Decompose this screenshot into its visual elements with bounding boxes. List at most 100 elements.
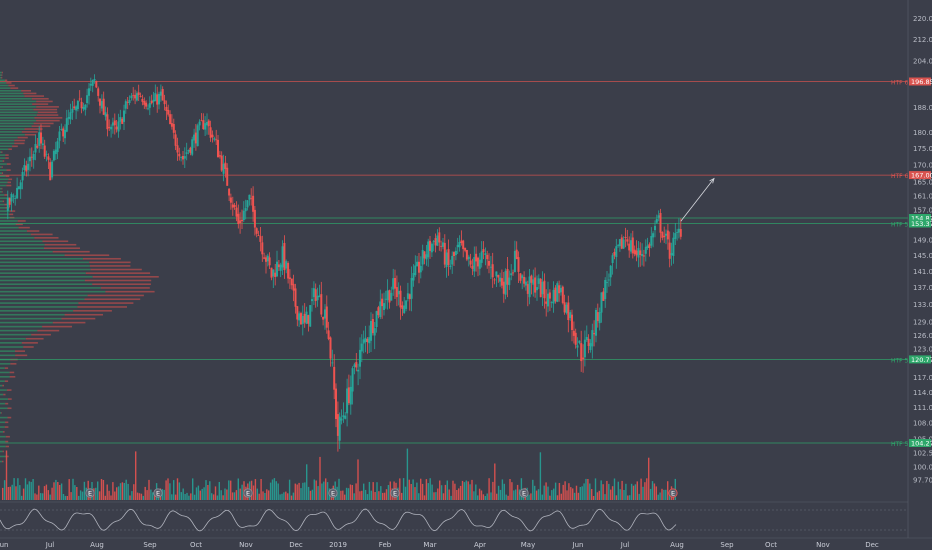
candle-body bbox=[132, 95, 135, 97]
candle-body bbox=[207, 120, 210, 127]
date-axis[interactable]: Jun Jul Aug Sep Oct Nov Dec 2019 Feb Mar Apr May Jun… bbox=[0, 537, 932, 549]
volume-profile-bar-up bbox=[0, 203, 5, 206]
volume-bar bbox=[545, 482, 547, 500]
volume-bar bbox=[619, 489, 621, 500]
candle-body bbox=[589, 343, 592, 350]
volume-profile-bar-down bbox=[6, 163, 11, 165]
candle-body bbox=[406, 293, 409, 299]
volume-bar bbox=[21, 495, 23, 500]
volume-bar bbox=[83, 481, 86, 500]
candle-body bbox=[403, 305, 406, 314]
volume-bar bbox=[579, 487, 581, 500]
volume-bar bbox=[556, 495, 559, 500]
volume-profile-bar-up bbox=[0, 363, 11, 365]
candle-body bbox=[537, 278, 540, 284]
volume-bar bbox=[435, 492, 437, 500]
date-tick-label: Apr bbox=[474, 541, 486, 549]
volume-bar bbox=[494, 463, 496, 500]
candle-body bbox=[300, 313, 302, 325]
volume-profile-bar-up bbox=[0, 220, 18, 222]
volume-bar bbox=[269, 482, 272, 500]
candle-body bbox=[45, 153, 48, 155]
candle-body bbox=[607, 279, 610, 281]
volume-profile-bar-up bbox=[0, 310, 74, 312]
candle-body bbox=[536, 287, 538, 291]
event-badge[interactable] bbox=[328, 488, 338, 498]
candle-body bbox=[351, 368, 354, 392]
volume-bar bbox=[304, 482, 306, 500]
candle-body bbox=[233, 205, 236, 207]
volume-bar bbox=[509, 479, 511, 500]
event-badge[interactable] bbox=[243, 488, 253, 498]
candle-body bbox=[316, 295, 319, 301]
candle-body bbox=[161, 89, 164, 101]
volume-profile-bar-down bbox=[42, 240, 69, 243]
candle-body bbox=[10, 194, 13, 202]
volume-bar bbox=[142, 495, 144, 500]
candle-body bbox=[32, 154, 35, 160]
volume-bar bbox=[288, 479, 291, 500]
candle-body bbox=[242, 210, 245, 220]
volume-profile-bar-down bbox=[2, 460, 4, 463]
candle-body bbox=[646, 245, 649, 248]
candle-body bbox=[567, 302, 570, 320]
volume-bar bbox=[114, 491, 116, 500]
volume-bar bbox=[260, 479, 262, 500]
event-badge[interactable] bbox=[668, 488, 678, 498]
candle-body bbox=[257, 235, 260, 236]
volume-profile-bar-down bbox=[31, 333, 51, 336]
candle-body bbox=[213, 138, 216, 140]
event-badge[interactable] bbox=[85, 488, 95, 498]
volume-profile-bar-up bbox=[0, 213, 10, 216]
candle-body bbox=[259, 236, 262, 242]
candle-body bbox=[128, 99, 131, 103]
volume-profile-bar-up bbox=[0, 342, 22, 344]
volume-profile-bar-down bbox=[6, 389, 12, 391]
price-tick-label: 117.00 bbox=[913, 374, 932, 382]
event-badge[interactable] bbox=[519, 488, 529, 498]
volume-bar bbox=[60, 483, 63, 500]
volume-bar bbox=[47, 490, 49, 500]
volume-profile-bar-down bbox=[6, 184, 12, 187]
volume-bar bbox=[116, 487, 118, 500]
volume-profile-bar-up bbox=[0, 350, 15, 352]
candle-body bbox=[436, 235, 439, 246]
volume-bar bbox=[401, 492, 403, 500]
candle-body bbox=[347, 387, 350, 404]
candle-body bbox=[113, 120, 116, 126]
volume-profile-bar-up bbox=[0, 84, 9, 87]
volume-profile-bar-down bbox=[4, 194, 8, 196]
price-tick-label: 114.00 bbox=[913, 389, 932, 397]
event-badge[interactable] bbox=[390, 488, 400, 498]
volume-profile-bar-down bbox=[1, 166, 3, 168]
candle-body bbox=[134, 94, 137, 99]
volume-bar bbox=[575, 485, 578, 500]
date-tick-label: Jul bbox=[45, 541, 55, 549]
candle-body bbox=[615, 246, 618, 257]
volume-bar bbox=[169, 483, 171, 500]
volume-bar bbox=[585, 478, 587, 500]
event-badge-label: E bbox=[393, 489, 397, 497]
volume-bar bbox=[665, 489, 667, 500]
candle-body bbox=[148, 103, 151, 108]
candle-body bbox=[491, 264, 494, 278]
candle-body bbox=[99, 98, 101, 106]
volume-bar bbox=[560, 493, 562, 500]
candle-body bbox=[500, 278, 503, 286]
volume-profile-bar-down bbox=[5, 79, 8, 82]
volume-bar bbox=[97, 481, 99, 500]
volume-bar bbox=[95, 487, 97, 500]
candle-body bbox=[642, 255, 645, 257]
price-tick-label: 100.00 bbox=[913, 463, 932, 471]
candle-body bbox=[255, 228, 258, 234]
volume-profile-bar-down bbox=[7, 407, 12, 410]
candle-body bbox=[102, 98, 105, 115]
volume-bar bbox=[2, 487, 4, 500]
volume-bar bbox=[163, 489, 165, 500]
volume-profile-bar-down bbox=[6, 169, 11, 171]
date-tick-label: Jun bbox=[572, 541, 584, 549]
volume-bar bbox=[589, 483, 591, 500]
event-badge[interactable] bbox=[153, 488, 163, 498]
